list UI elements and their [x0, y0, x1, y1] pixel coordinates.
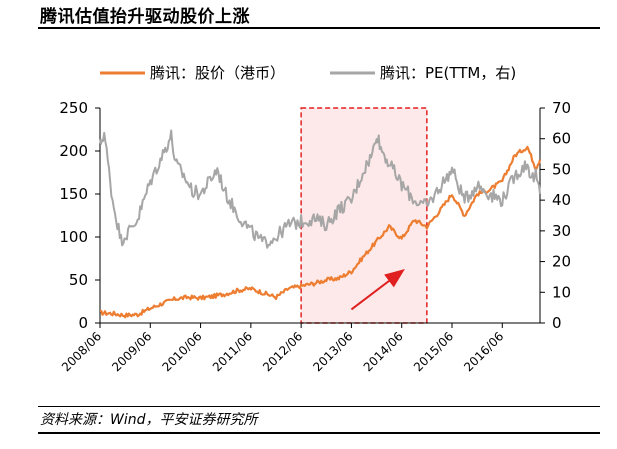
x-tick-label: 2016/06 [461, 329, 506, 374]
y-right-tick-label: 60 [552, 130, 571, 148]
y-right-tick-label: 70 [552, 99, 571, 117]
y-left-tick-label: 150 [59, 185, 88, 203]
x-tick-label: 2013/06 [310, 329, 355, 374]
y-left-tick-label: 50 [69, 271, 88, 289]
highlight-region [300, 107, 428, 324]
y-right-tick-label: 10 [552, 283, 571, 301]
y-right-tick-label: 20 [552, 253, 571, 271]
x-tick-label: 2012/06 [260, 329, 305, 374]
series-line-price [100, 145, 542, 319]
y-right-tick-label: 0 [552, 314, 562, 332]
legend-label-pe: 腾讯：PE(TTM，右) [380, 64, 516, 82]
page-title: 腾讯估值抬升驱动股价上涨 [40, 7, 250, 27]
x-tick-label: 2010/06 [160, 329, 205, 374]
y-left-tick-label: 250 [59, 99, 88, 117]
source-note: 资料来源：Wind，平安证券研究所 [40, 412, 258, 428]
y-left-tick-label: 0 [78, 314, 88, 332]
y-right-tick-label: 40 [552, 191, 571, 209]
x-tick-label: 2008/06 [59, 329, 104, 374]
x-tick-label: 2011/06 [210, 329, 255, 374]
series-line-pe [99, 129, 541, 249]
x-tick-label: 2009/06 [109, 329, 154, 374]
legend-label-price: 腾讯：股价（港币） [150, 64, 285, 82]
x-tick-label: 2014/06 [361, 329, 406, 374]
x-tick-label: 2015/06 [411, 329, 456, 374]
y-right-tick-label: 50 [552, 160, 571, 178]
source-rule-bottom [38, 432, 600, 434]
trend-arrow [350, 268, 405, 311]
y-left-tick-label: 100 [59, 228, 88, 246]
title-rule [38, 27, 600, 29]
source-rule-top [38, 406, 600, 407]
y-left-tick-label: 200 [59, 142, 88, 160]
y-right-tick-label: 30 [552, 222, 571, 240]
